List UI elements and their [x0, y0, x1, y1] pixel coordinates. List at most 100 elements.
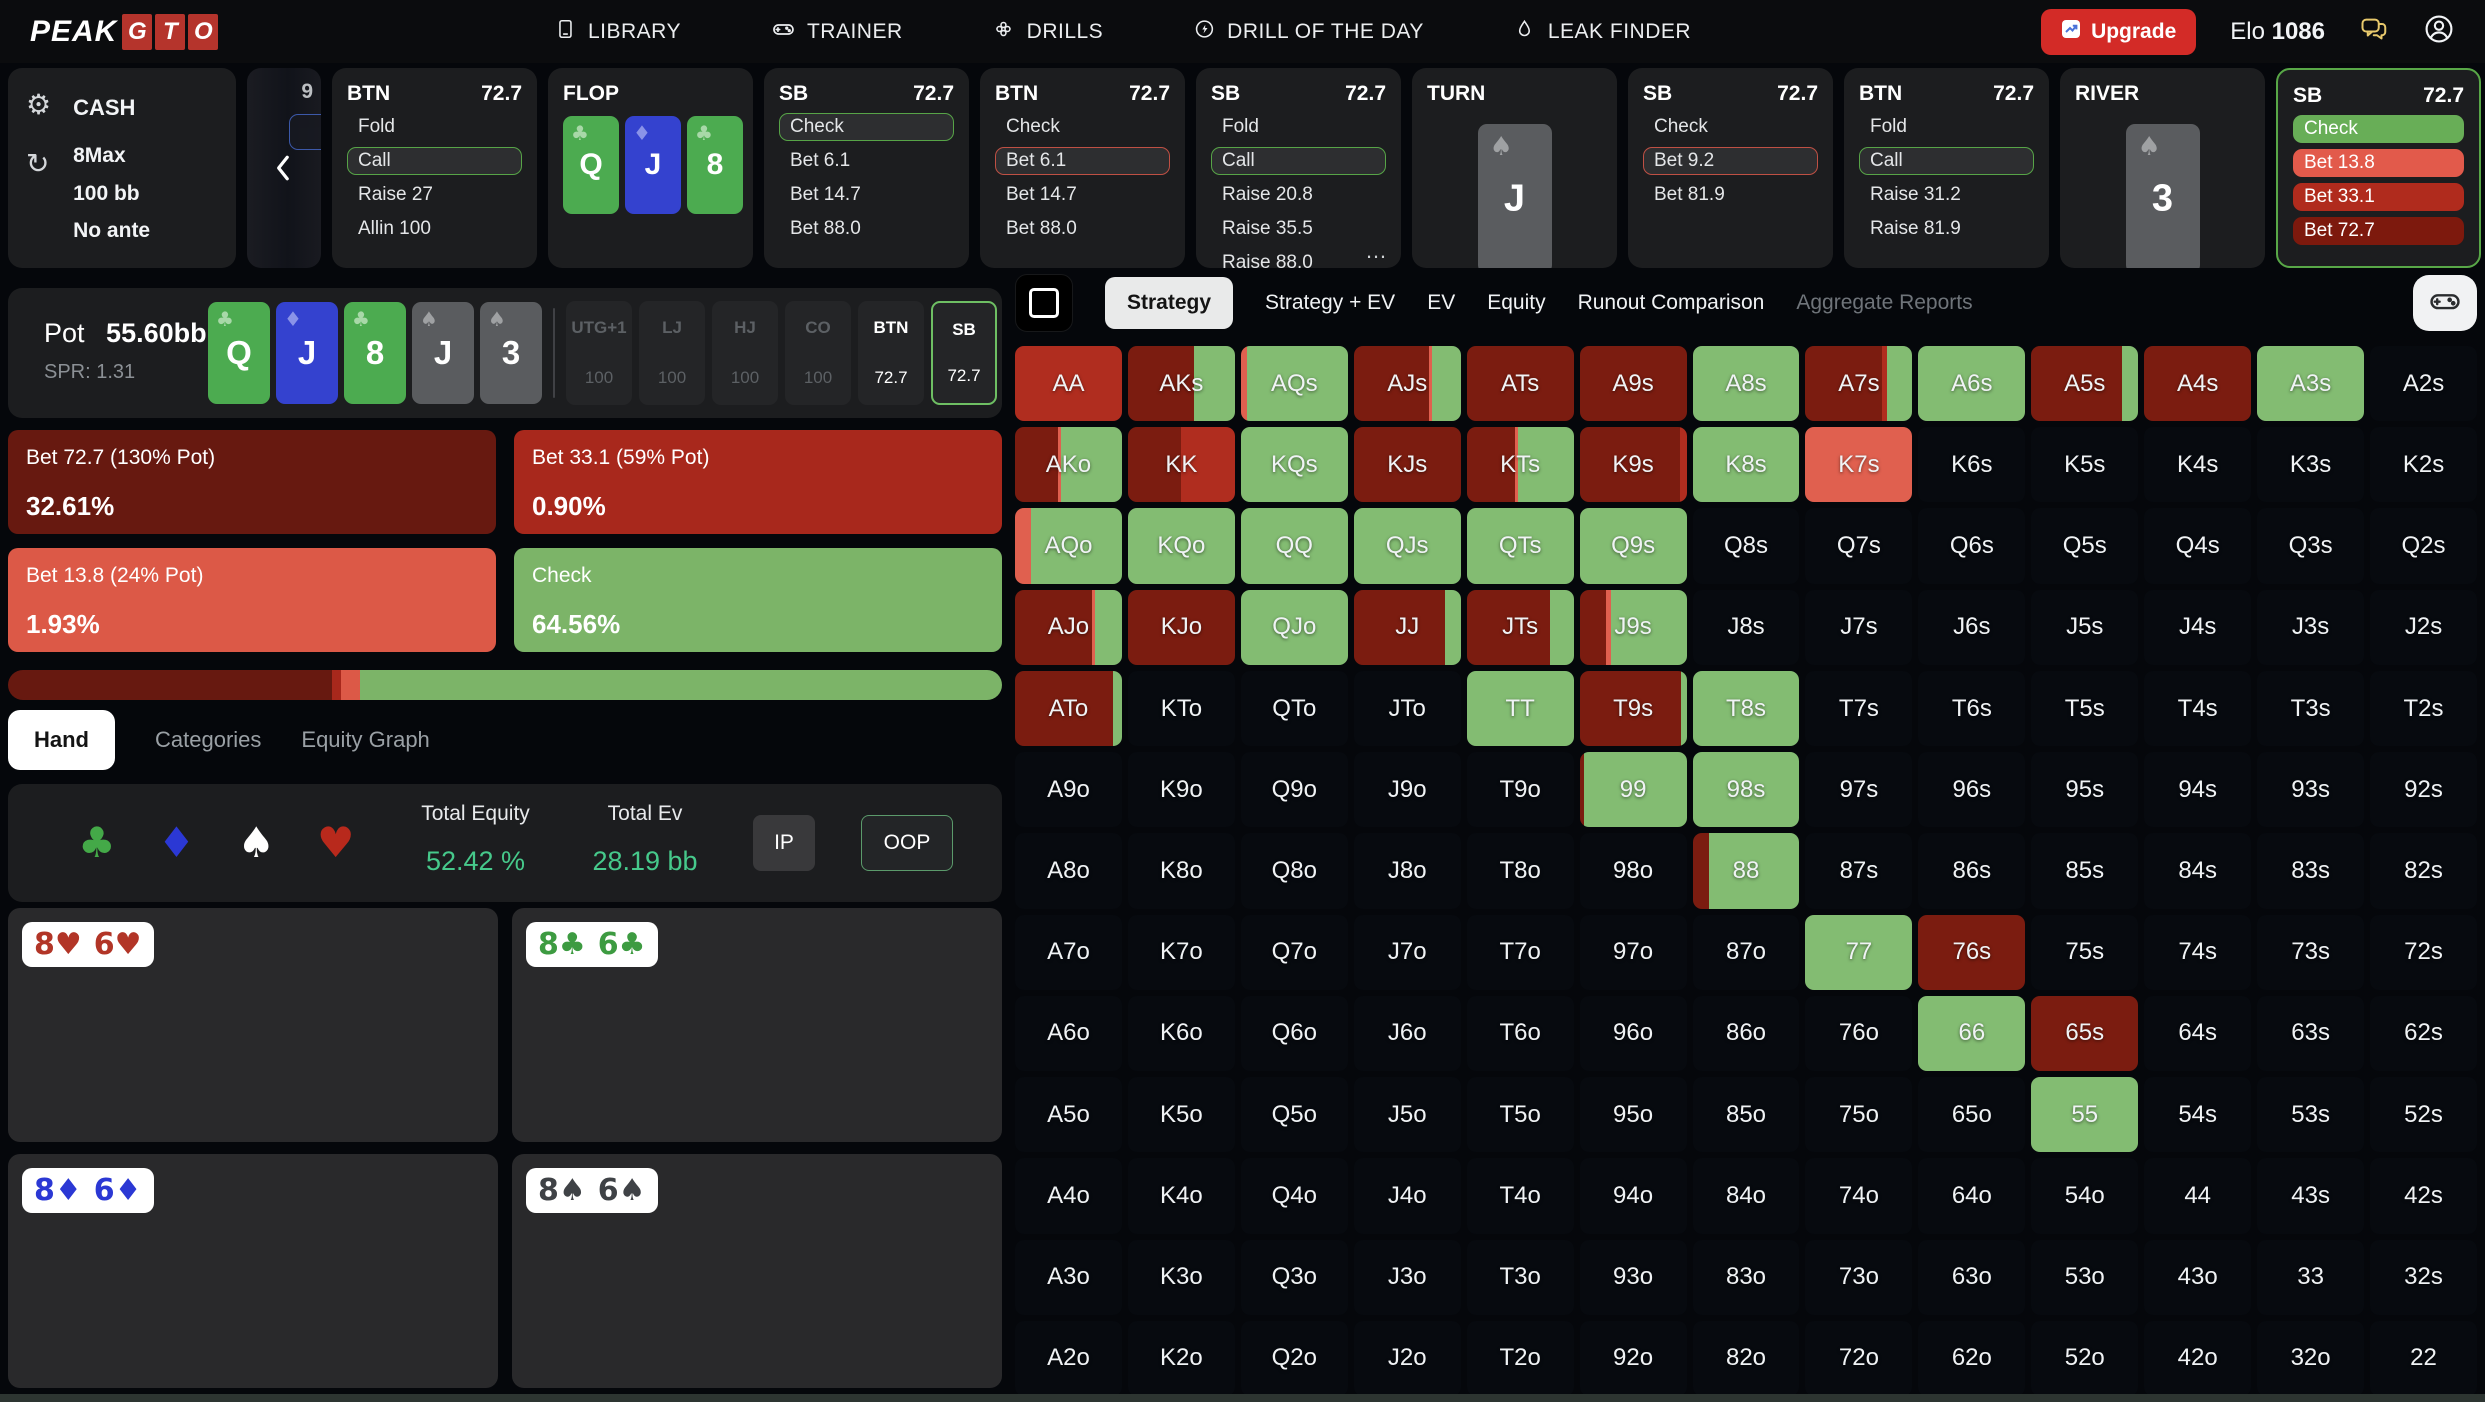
matrix-cell-K8o[interactable]: K8o [1127, 833, 1235, 909]
matrix-cell-AJs[interactable]: AJs [1353, 346, 1461, 422]
matrix-cell-K8s[interactable]: K8s [1692, 427, 1800, 503]
action-bet-6-1[interactable]: Bet 6.1 [995, 147, 1170, 175]
matrix-cell-J4s[interactable]: J4s [2144, 589, 2252, 665]
matrix-cell-A8o[interactable]: A8o [1015, 833, 1122, 909]
seat-sb[interactable]: SB 72.7 [931, 301, 997, 405]
matrix-cell-AKs[interactable]: AKs [1127, 346, 1235, 422]
matrix-cell-Q4s[interactable]: Q4s [2144, 508, 2252, 584]
matrix-cell-K4s[interactable]: K4s [2144, 427, 2252, 503]
matrix-cell-KQo[interactable]: KQo [1127, 508, 1235, 584]
matrix-cell-86o[interactable]: 86o [1692, 995, 1800, 1072]
nav-item-leak-finder[interactable]: LEAK FINDER [1514, 18, 1691, 46]
matrix-cell-87o[interactable]: 87o [1692, 914, 1800, 990]
matrix-cell-Q7o[interactable]: Q7o [1240, 914, 1348, 990]
matrix-cell-33[interactable]: 33 [2257, 1239, 2365, 1315]
matrix-cell-J2s[interactable]: J2s [2370, 589, 2477, 665]
matrix-cell-K4o[interactable]: K4o [1127, 1158, 1235, 1234]
seat-utg-1[interactable]: UTG+1 100 [566, 301, 632, 405]
bet-option-1.93[interactable]: Bet 13.8 (24% Pot) 1.93% [8, 548, 496, 652]
matrix-cell-K9s[interactable]: K9s [1579, 427, 1687, 503]
matrix-cell-96o[interactable]: 96o [1579, 995, 1687, 1072]
matrix-cell-K7s[interactable]: K7s [1805, 427, 1913, 503]
matrix-cell-A4s[interactable]: A4s [2144, 346, 2252, 422]
matrix-cell-95o[interactable]: 95o [1579, 1077, 1687, 1153]
matrix-cell-72s[interactable]: 72s [2370, 914, 2477, 990]
matrix-cell-65o[interactable]: 65o [1918, 1077, 2026, 1153]
matrix-cell-T9s[interactable]: T9s [1579, 670, 1687, 747]
bet-option-0.90[interactable]: Bet 33.1 (59% Pot) 0.90% [514, 430, 1002, 534]
matrix-cell-J5s[interactable]: J5s [2031, 589, 2139, 665]
matrix-cell-94s[interactable]: 94s [2144, 752, 2252, 828]
action-raise-31-2[interactable]: Raise 31.2 [1870, 184, 1961, 205]
matrix-cell-92o[interactable]: 92o [1579, 1320, 1687, 1396]
matrix-cell-55[interactable]: 55 [2031, 1077, 2139, 1153]
matrix-cell-84s[interactable]: 84s [2144, 833, 2252, 909]
matrix-cell-K7o[interactable]: K7o [1127, 914, 1235, 990]
matrix-cell-99[interactable]: 99 [1579, 752, 1687, 828]
matrix-cell-95s[interactable]: 95s [2031, 752, 2139, 828]
matrix-cell-Q2o[interactable]: Q2o [1240, 1320, 1348, 1396]
matrix-cell-42s[interactable]: 42s [2370, 1158, 2477, 1234]
spade-icon[interactable]: ♠ [237, 818, 275, 867]
matrix-cell-T8o[interactable]: T8o [1466, 833, 1574, 909]
bet-option-64.56[interactable]: Check 64.56% [514, 548, 1002, 652]
heart-icon[interactable]: ♥ [316, 818, 355, 867]
action-bet-14-7[interactable]: Bet 14.7 [1006, 184, 1077, 205]
matrix-cell-K5s[interactable]: K5s [2031, 427, 2139, 503]
club-icon[interactable]: ♣ [78, 818, 116, 867]
matrix-cell-T6o[interactable]: T6o [1466, 995, 1574, 1072]
action-call[interactable]: Call [1211, 147, 1386, 175]
action-bet-6-1[interactable]: Bet 6.1 [790, 150, 851, 171]
matrix-cell-82s[interactable]: 82s [2370, 833, 2477, 909]
matrix-cell-82o[interactable]: 82o [1692, 1320, 1800, 1396]
nav-item-drills[interactable]: DRILLS [993, 18, 1104, 46]
matrix-cell-KJo[interactable]: KJo [1127, 589, 1235, 665]
matrix-cell-44[interactable]: 44 [2144, 1158, 2252, 1234]
matrix-cell-Q3s[interactable]: Q3s [2257, 508, 2365, 584]
matrix-cell-JTs[interactable]: JTs [1466, 589, 1574, 665]
action-bet-72-7[interactable]: Bet 72.7 [2293, 217, 2464, 245]
matrix-cell-A9s[interactable]: A9s [1579, 346, 1687, 422]
action-check[interactable]: Check [1006, 116, 1060, 137]
matrix-cell-92s[interactable]: 92s [2370, 752, 2477, 828]
matrix-cell-J6s[interactable]: J6s [1918, 589, 2026, 665]
matrix-cell-T2o[interactable]: T2o [1466, 1320, 1574, 1396]
matrix-cell-K3o[interactable]: K3o [1127, 1239, 1235, 1315]
refresh-icon[interactable]: ↻ [26, 147, 50, 180]
matrix-cell-98o[interactable]: 98o [1579, 833, 1687, 909]
matrix-cell-93s[interactable]: 93s [2257, 752, 2365, 828]
matrix-cell-A2o[interactable]: A2o [1015, 1320, 1122, 1396]
matrix-cell-Q6o[interactable]: Q6o [1240, 995, 1348, 1072]
matrix-cell-J6o[interactable]: J6o [1353, 995, 1461, 1072]
tab-equity-graph[interactable]: Equity Graph [301, 727, 430, 752]
matrix-cell-J9s[interactable]: J9s [1579, 589, 1687, 665]
matrix-cell-A5o[interactable]: A5o [1015, 1077, 1122, 1153]
matrix-cell-54o[interactable]: 54o [2031, 1158, 2139, 1234]
matrix-cell-K6o[interactable]: K6o [1127, 995, 1235, 1072]
matrix-cell-AQo[interactable]: AQo [1015, 508, 1122, 584]
matrix-cell-J8s[interactable]: J8s [1692, 589, 1800, 665]
matrix-cell-32o[interactable]: 32o [2257, 1320, 2365, 1396]
matrix-cell-AKo[interactable]: AKo [1015, 427, 1122, 503]
matrix-cell-J7o[interactable]: J7o [1353, 914, 1461, 990]
upgrade-button[interactable]: Upgrade [2041, 8, 2197, 55]
action-raise-81-9[interactable]: Raise 81.9 [1870, 218, 1961, 239]
action-call[interactable]: Call [347, 147, 522, 175]
action-fold[interactable]: Fold [1222, 116, 1259, 137]
matrix-cell-AQs[interactable]: AQs [1240, 346, 1348, 422]
matrix-cell-K6s[interactable]: K6s [1918, 427, 2026, 503]
matrix-cell-Q5o[interactable]: Q5o [1240, 1077, 1348, 1153]
matrix-cell-K3s[interactable]: K3s [2257, 427, 2365, 503]
action-bet-33-1[interactable]: Bet 33.1 [2293, 183, 2464, 211]
action-check[interactable]: Check [1654, 116, 1708, 137]
matrix-cell-KQs[interactable]: KQs [1240, 427, 1348, 503]
matrix-cell-T2s[interactable]: T2s [2370, 670, 2477, 747]
matrix-cell-TT[interactable]: TT [1466, 670, 1574, 747]
action-bet-88-0[interactable]: Bet 88.0 [1006, 218, 1077, 239]
matrix-cell-A8s[interactable]: A8s [1692, 346, 1800, 422]
matrix-cell-A6o[interactable]: A6o [1015, 995, 1122, 1072]
matrix-cell-75s[interactable]: 75s [2031, 914, 2139, 990]
tab-categories[interactable]: Categories [155, 727, 262, 752]
matrix-cell-A7o[interactable]: A7o [1015, 914, 1122, 990]
